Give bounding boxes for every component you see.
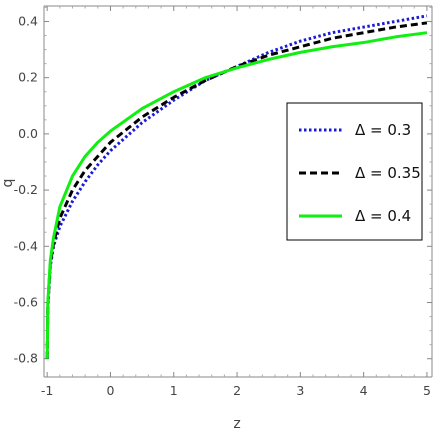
y-tick-label: 0.4 [18,13,38,28]
x-tick-label: -1 [41,383,53,398]
y-tick-label: 0.2 [18,70,38,85]
x-axis-label: z [233,416,240,432]
x-tick-label: 1 [170,383,178,398]
series-line-3 [45,31,428,359]
y-tick-label: -0.2 [14,182,38,197]
x-tick-label: 4 [360,383,368,398]
y-tick-label: 0.0 [18,126,38,141]
y-axis-label: q [0,179,16,188]
x-tick-label: 3 [296,383,304,398]
legend-label-2: Δ = 0.35 [355,164,421,182]
series-layer [45,14,428,359]
x-tick-label: 0 [106,383,114,398]
legend-label-3: Δ = 0.4 [355,207,411,225]
legend: Δ = 0.3 Δ = 0.35 Δ = 0.4 [286,102,423,241]
y-tick-label: -0.4 [14,238,38,253]
y-tick-label: -0.6 [14,295,38,310]
series-line-1 [45,14,428,359]
x-tick-label: 2 [233,383,241,398]
x-tick-label: 5 [423,383,431,398]
legend-label-1: Δ = 0.3 [355,121,411,139]
ticks: -1 0 1 2 3 4 5 -0.8 -0.6 -0.4 -0.2 0.0 0.2 0.4 [14,6,432,398]
y-tick-label: -0.8 [14,351,38,366]
plot-frame [43,5,433,378]
